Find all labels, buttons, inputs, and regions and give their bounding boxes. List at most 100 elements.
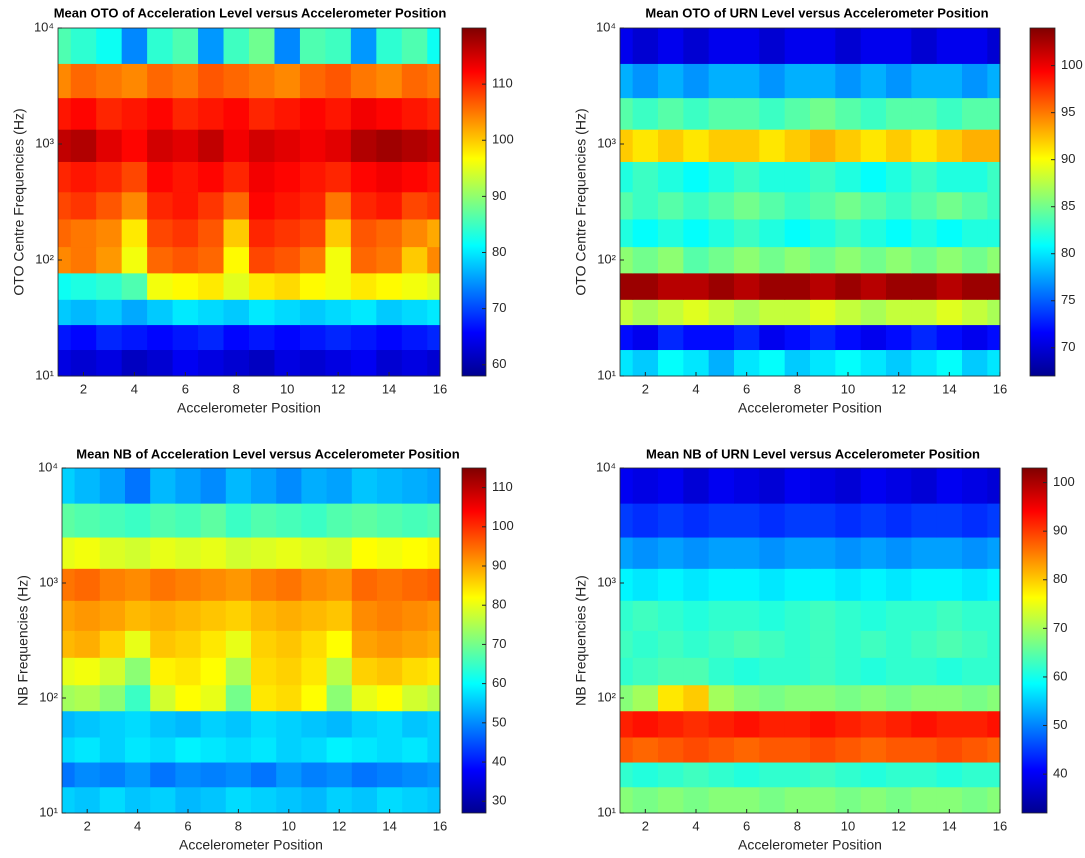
heat-cell: [784, 324, 811, 351]
heat-cell: [734, 129, 760, 162]
heat-cell: [860, 129, 887, 162]
heat-cell: [274, 63, 301, 99]
heat-cell: [96, 272, 123, 300]
heat-cell: [860, 710, 887, 738]
heat-cell: [96, 161, 123, 193]
heat-cell: [251, 468, 277, 504]
heat-cell: [759, 324, 786, 351]
heat-cell: [276, 630, 302, 658]
heat-cell: [886, 684, 912, 712]
heat-cell: [683, 63, 710, 99]
heat-cell: [759, 299, 786, 326]
heat-cell: [172, 246, 199, 274]
heat-cell: [810, 129, 836, 162]
heat-cell: [987, 349, 1001, 377]
heat-cell: [962, 684, 988, 712]
x-axis-label: Accelerometer Position: [177, 400, 321, 416]
heat-cell: [734, 503, 760, 538]
heat-cell: [835, 568, 862, 601]
heat-cell: [58, 161, 72, 193]
heat-cell: [223, 272, 250, 300]
heat-cell: [251, 537, 277, 569]
heat-cell: [172, 324, 199, 351]
heat-cell: [200, 684, 227, 712]
heat-cell: [121, 28, 148, 64]
heat-cell: [274, 272, 301, 300]
heat-cell: [175, 600, 202, 631]
colorbar-tick-label: 95: [1061, 104, 1075, 119]
heat-cell: [911, 191, 938, 220]
heat-cell: [620, 568, 634, 601]
heat-cell: [74, 600, 101, 631]
heat-cell: [377, 503, 403, 538]
heat-cell: [401, 246, 428, 274]
heat-cell: [299, 218, 326, 248]
heat-cell: [62, 786, 76, 814]
heat-cell: [299, 63, 326, 99]
heat-cell: [301, 786, 328, 814]
heat-cell: [632, 272, 659, 300]
heat-cell: [301, 684, 328, 712]
heat-cell: [632, 600, 659, 631]
heat-cell: [172, 272, 199, 300]
heat-cell: [708, 63, 735, 99]
heat-cell: [402, 600, 428, 631]
heat-cell: [225, 736, 252, 763]
heat-cell: [58, 246, 72, 274]
heat-cell: [276, 657, 302, 686]
heat-cell: [708, 710, 735, 738]
heat-cell: [936, 129, 963, 162]
heat-cell: [150, 786, 176, 814]
heat-cell: [377, 630, 403, 658]
heat-cell: [987, 537, 1001, 569]
heat-cell: [683, 299, 710, 326]
heat-cell: [620, 218, 634, 248]
heat-cell: [172, 129, 199, 162]
heat-cell: [401, 324, 428, 351]
heat-cell: [708, 762, 735, 788]
heat-cell: [427, 161, 441, 193]
heat-cell: [784, 28, 811, 64]
heat-cell: [810, 97, 836, 130]
heat-cell: [376, 218, 403, 248]
heat-cell: [860, 537, 887, 569]
heat-cell: [784, 129, 811, 162]
heat-cell: [96, 246, 123, 274]
heat-cell: [886, 129, 912, 162]
heat-cell: [632, 503, 659, 538]
heat-cell: [810, 736, 836, 763]
heat-cell: [759, 630, 786, 658]
heat-cell: [835, 468, 862, 504]
heat-cell: [326, 657, 353, 686]
heat-cell: [223, 161, 250, 193]
y-tick-label: 10¹: [597, 367, 616, 382]
heat-cell: [860, 161, 887, 193]
heat-cell: [223, 97, 250, 130]
heat-cell: [632, 684, 659, 712]
heat-cell: [886, 736, 912, 763]
x-tick-label: 12: [332, 818, 346, 833]
heat-cell: [860, 762, 887, 788]
heat-cell: [683, 736, 710, 763]
heat-cell: [860, 600, 887, 631]
heat-cell: [326, 630, 353, 658]
heat-cell: [274, 97, 301, 130]
y-tick-label: 10¹: [39, 804, 58, 819]
heat-cell: [376, 324, 403, 351]
heat-cell: [326, 537, 353, 569]
heat-cell: [198, 129, 225, 162]
heat-cell: [632, 218, 659, 248]
heat-cell: [658, 568, 684, 601]
heat-cell: [299, 191, 326, 220]
heat-cell: [96, 63, 123, 99]
heat-cell: [658, 762, 684, 788]
heat-cell: [620, 246, 634, 274]
heat-cell: [121, 272, 148, 300]
heat-cell: [620, 272, 634, 300]
heat-cell: [225, 762, 252, 788]
heat-cell: [96, 324, 123, 351]
heat-cell: [734, 299, 760, 326]
heat-cell: [427, 710, 441, 738]
heat-cell: [70, 97, 97, 130]
chart-title: Mean OTO of Acceleration Level versus Ac…: [54, 5, 447, 20]
